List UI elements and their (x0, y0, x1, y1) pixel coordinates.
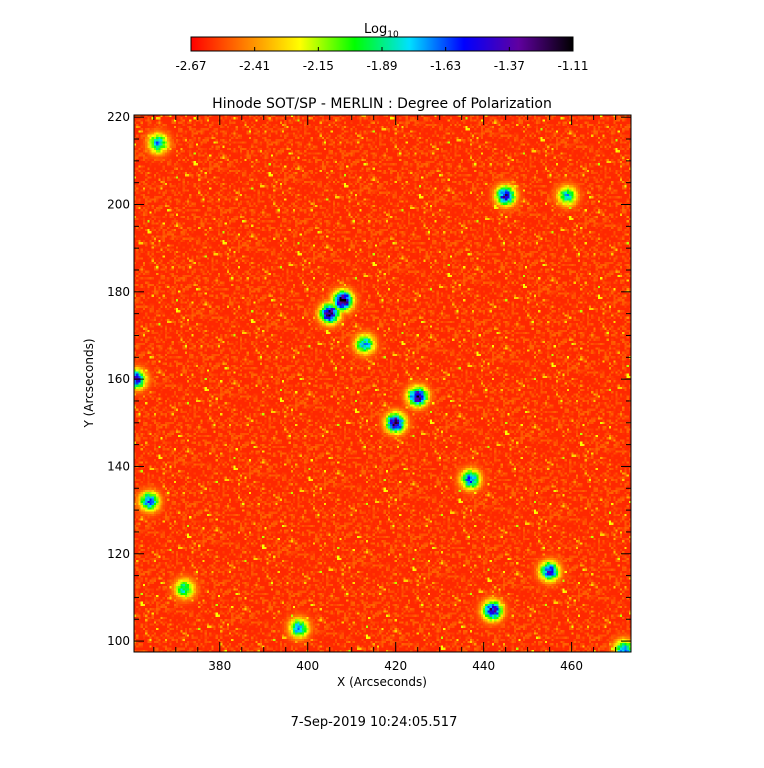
x-tick-label: 440 (472, 659, 495, 673)
colorbar-tick-label: -1.89 (366, 59, 397, 73)
y-axis: 100 120 140 160 180 200 220 (107, 110, 631, 648)
colorbar-tick-label: -2.67 (175, 59, 206, 73)
y-axis-label: Y (Arcseconds) (82, 338, 96, 428)
y-tick-label: 220 (107, 110, 130, 124)
plot-frame (133, 114, 632, 653)
x-tick-label: 380 (208, 659, 231, 673)
colorbar-title: Log10 (364, 22, 399, 40)
x-axis: 380 400 420 440 460 (153, 115, 617, 673)
y-tick-label: 180 (107, 285, 130, 299)
colorbar-tick-label: -2.41 (239, 59, 270, 73)
colorbar-tick-label: -1.63 (430, 59, 461, 73)
y-tick-label: 200 (107, 198, 130, 212)
colorbar-tick-label: -1.11 (557, 59, 588, 73)
colorbar: Log10 -2.67 -2.41 -2.15 -1.89 -1.63 -1.37 -1.1… (175, 22, 588, 73)
colorbar-title-main: Log (364, 22, 387, 37)
x-axis-label: X (Arcseconds) (337, 675, 427, 689)
heatmap (134, 115, 631, 652)
x-tick-label: 400 (296, 659, 319, 673)
chart-title: Hinode SOT/SP - MERLIN : Degree of Polar… (212, 96, 552, 112)
x-tick-label: 420 (384, 659, 407, 673)
colorbar-ticks: -2.67 -2.41 -2.15 -1.89 -1.63 -1.37 -1.11 (175, 47, 589, 73)
timestamp: 7-Sep-2019 10:24:05.517 (291, 715, 458, 730)
y-tick-label: 120 (107, 547, 130, 561)
heatmap-image (134, 115, 631, 652)
y-tick-label: 100 (107, 634, 130, 648)
y-tick-label: 160 (107, 372, 130, 386)
colorbar-title-sub: 10 (387, 30, 399, 40)
x-tick-label: 460 (560, 659, 583, 673)
y-tick-label: 140 (107, 459, 130, 473)
colorbar-tick-label: -1.37 (494, 59, 525, 73)
colorbar-tick-label: -2.15 (303, 59, 334, 73)
